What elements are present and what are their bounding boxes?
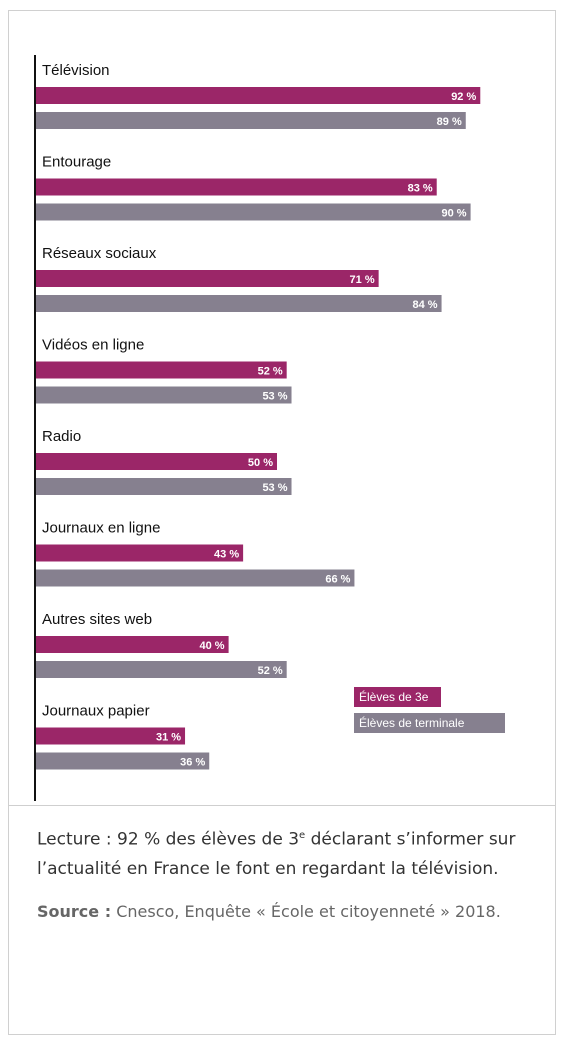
category-label-journaux-papier: Journaux papier bbox=[42, 703, 150, 720]
reading-rest: déclarant s’informer sur l’actualité en … bbox=[37, 829, 516, 879]
bar-autres-sites-web-series-1 bbox=[35, 636, 229, 653]
caption-divider bbox=[9, 805, 555, 806]
source-label: Source : bbox=[37, 901, 112, 921]
category-label-entourage: Entourage bbox=[42, 154, 111, 171]
reading-main: Lecture : 92 % des élèves de 3 bbox=[37, 829, 300, 850]
category-label-journaux-en-ligne: Journaux en ligne bbox=[42, 520, 160, 537]
value-label-journaux-papier-series-2: 36 % bbox=[180, 757, 205, 769]
bar-autres-sites-web-series-2 bbox=[35, 661, 287, 678]
bar-journaux-en-ligne-series-2 bbox=[35, 569, 355, 587]
bar-chart: Télévision 92 % 89 % Entourage 83 % 90 % Résea… bbox=[9, 11, 557, 806]
value-label-radio-series-1: 50 % bbox=[248, 457, 273, 469]
reading-note: Lecture : 92 % des élèves de 3e déclaran… bbox=[37, 821, 537, 884]
value-label-videos-en-ligne-series-2: 53 % bbox=[262, 391, 287, 403]
value-label-reseaux-sociaux-series-1: 71 % bbox=[350, 274, 375, 286]
bar-reseaux-sociaux-series-2 bbox=[35, 295, 442, 312]
bar-entourage-series-2 bbox=[35, 203, 471, 221]
value-label-television-series-2: 89 % bbox=[437, 116, 462, 128]
category-label-television: Télévision bbox=[42, 62, 110, 79]
value-label-entourage-series-2: 90 % bbox=[442, 208, 467, 220]
figure-frame: Télévision 92 % 89 % Entourage 83 % 90 % Résea… bbox=[8, 10, 556, 1035]
bar-videos-en-ligne-series-2 bbox=[35, 386, 292, 404]
bar-television-series-1 bbox=[35, 87, 481, 104]
caption: Lecture : 92 % des élèves de 3e déclaran… bbox=[37, 821, 537, 926]
value-label-journaux-papier-series-1: 31 % bbox=[156, 732, 181, 744]
value-label-videos-en-ligne-series-1: 52 % bbox=[258, 366, 283, 378]
value-label-autres-sites-web-series-1: 40 % bbox=[200, 640, 225, 652]
legend-swatch-series-1 bbox=[354, 687, 441, 707]
bar-television-series-2 bbox=[35, 112, 466, 129]
source-text: Cnesco, Enquête « École et citoyenneté »… bbox=[111, 901, 501, 921]
bar-radio-series-2 bbox=[35, 478, 292, 495]
value-label-autres-sites-web-series-2: 52 % bbox=[258, 665, 283, 677]
category-label-radio: Radio bbox=[42, 428, 81, 445]
bar-journaux-en-ligne-series-1 bbox=[35, 544, 244, 562]
value-label-journaux-en-ligne-series-2: 66 % bbox=[325, 574, 350, 586]
legend-label-series-2: Élèves de terminale bbox=[359, 715, 465, 730]
legend-label-series-1: Élèves de 3e bbox=[359, 689, 429, 704]
value-label-television-series-1: 92 % bbox=[451, 91, 476, 103]
category-label-autres-sites-web: Autres sites web bbox=[42, 611, 152, 628]
legend-swatch-series-2 bbox=[354, 713, 505, 733]
value-label-journaux-en-ligne-series-1: 43 % bbox=[214, 549, 239, 561]
source-note: Source : Cnesco, Enquête « École et cito… bbox=[37, 898, 537, 926]
bar-reseaux-sociaux-series-1 bbox=[35, 270, 379, 287]
category-label-reseaux-sociaux: Réseaux sociaux bbox=[42, 245, 157, 262]
bar-journaux-papier-series-1 bbox=[35, 727, 186, 745]
bar-journaux-papier-series-2 bbox=[35, 752, 210, 770]
reading-sup: e bbox=[299, 830, 306, 841]
bar-entourage-series-1 bbox=[35, 178, 437, 196]
value-label-reseaux-sociaux-series-2: 84 % bbox=[412, 299, 437, 311]
bar-chart-svg: Télévision 92 % 89 % Entourage 83 % 90 % Résea… bbox=[34, 55, 505, 801]
value-label-entourage-series-1: 83 % bbox=[408, 183, 433, 195]
bar-videos-en-ligne-series-1 bbox=[35, 361, 287, 379]
bar-radio-series-1 bbox=[35, 453, 277, 470]
category-label-videos-en-ligne: Vidéos en ligne bbox=[42, 337, 144, 354]
value-label-radio-series-2: 53 % bbox=[262, 482, 287, 494]
